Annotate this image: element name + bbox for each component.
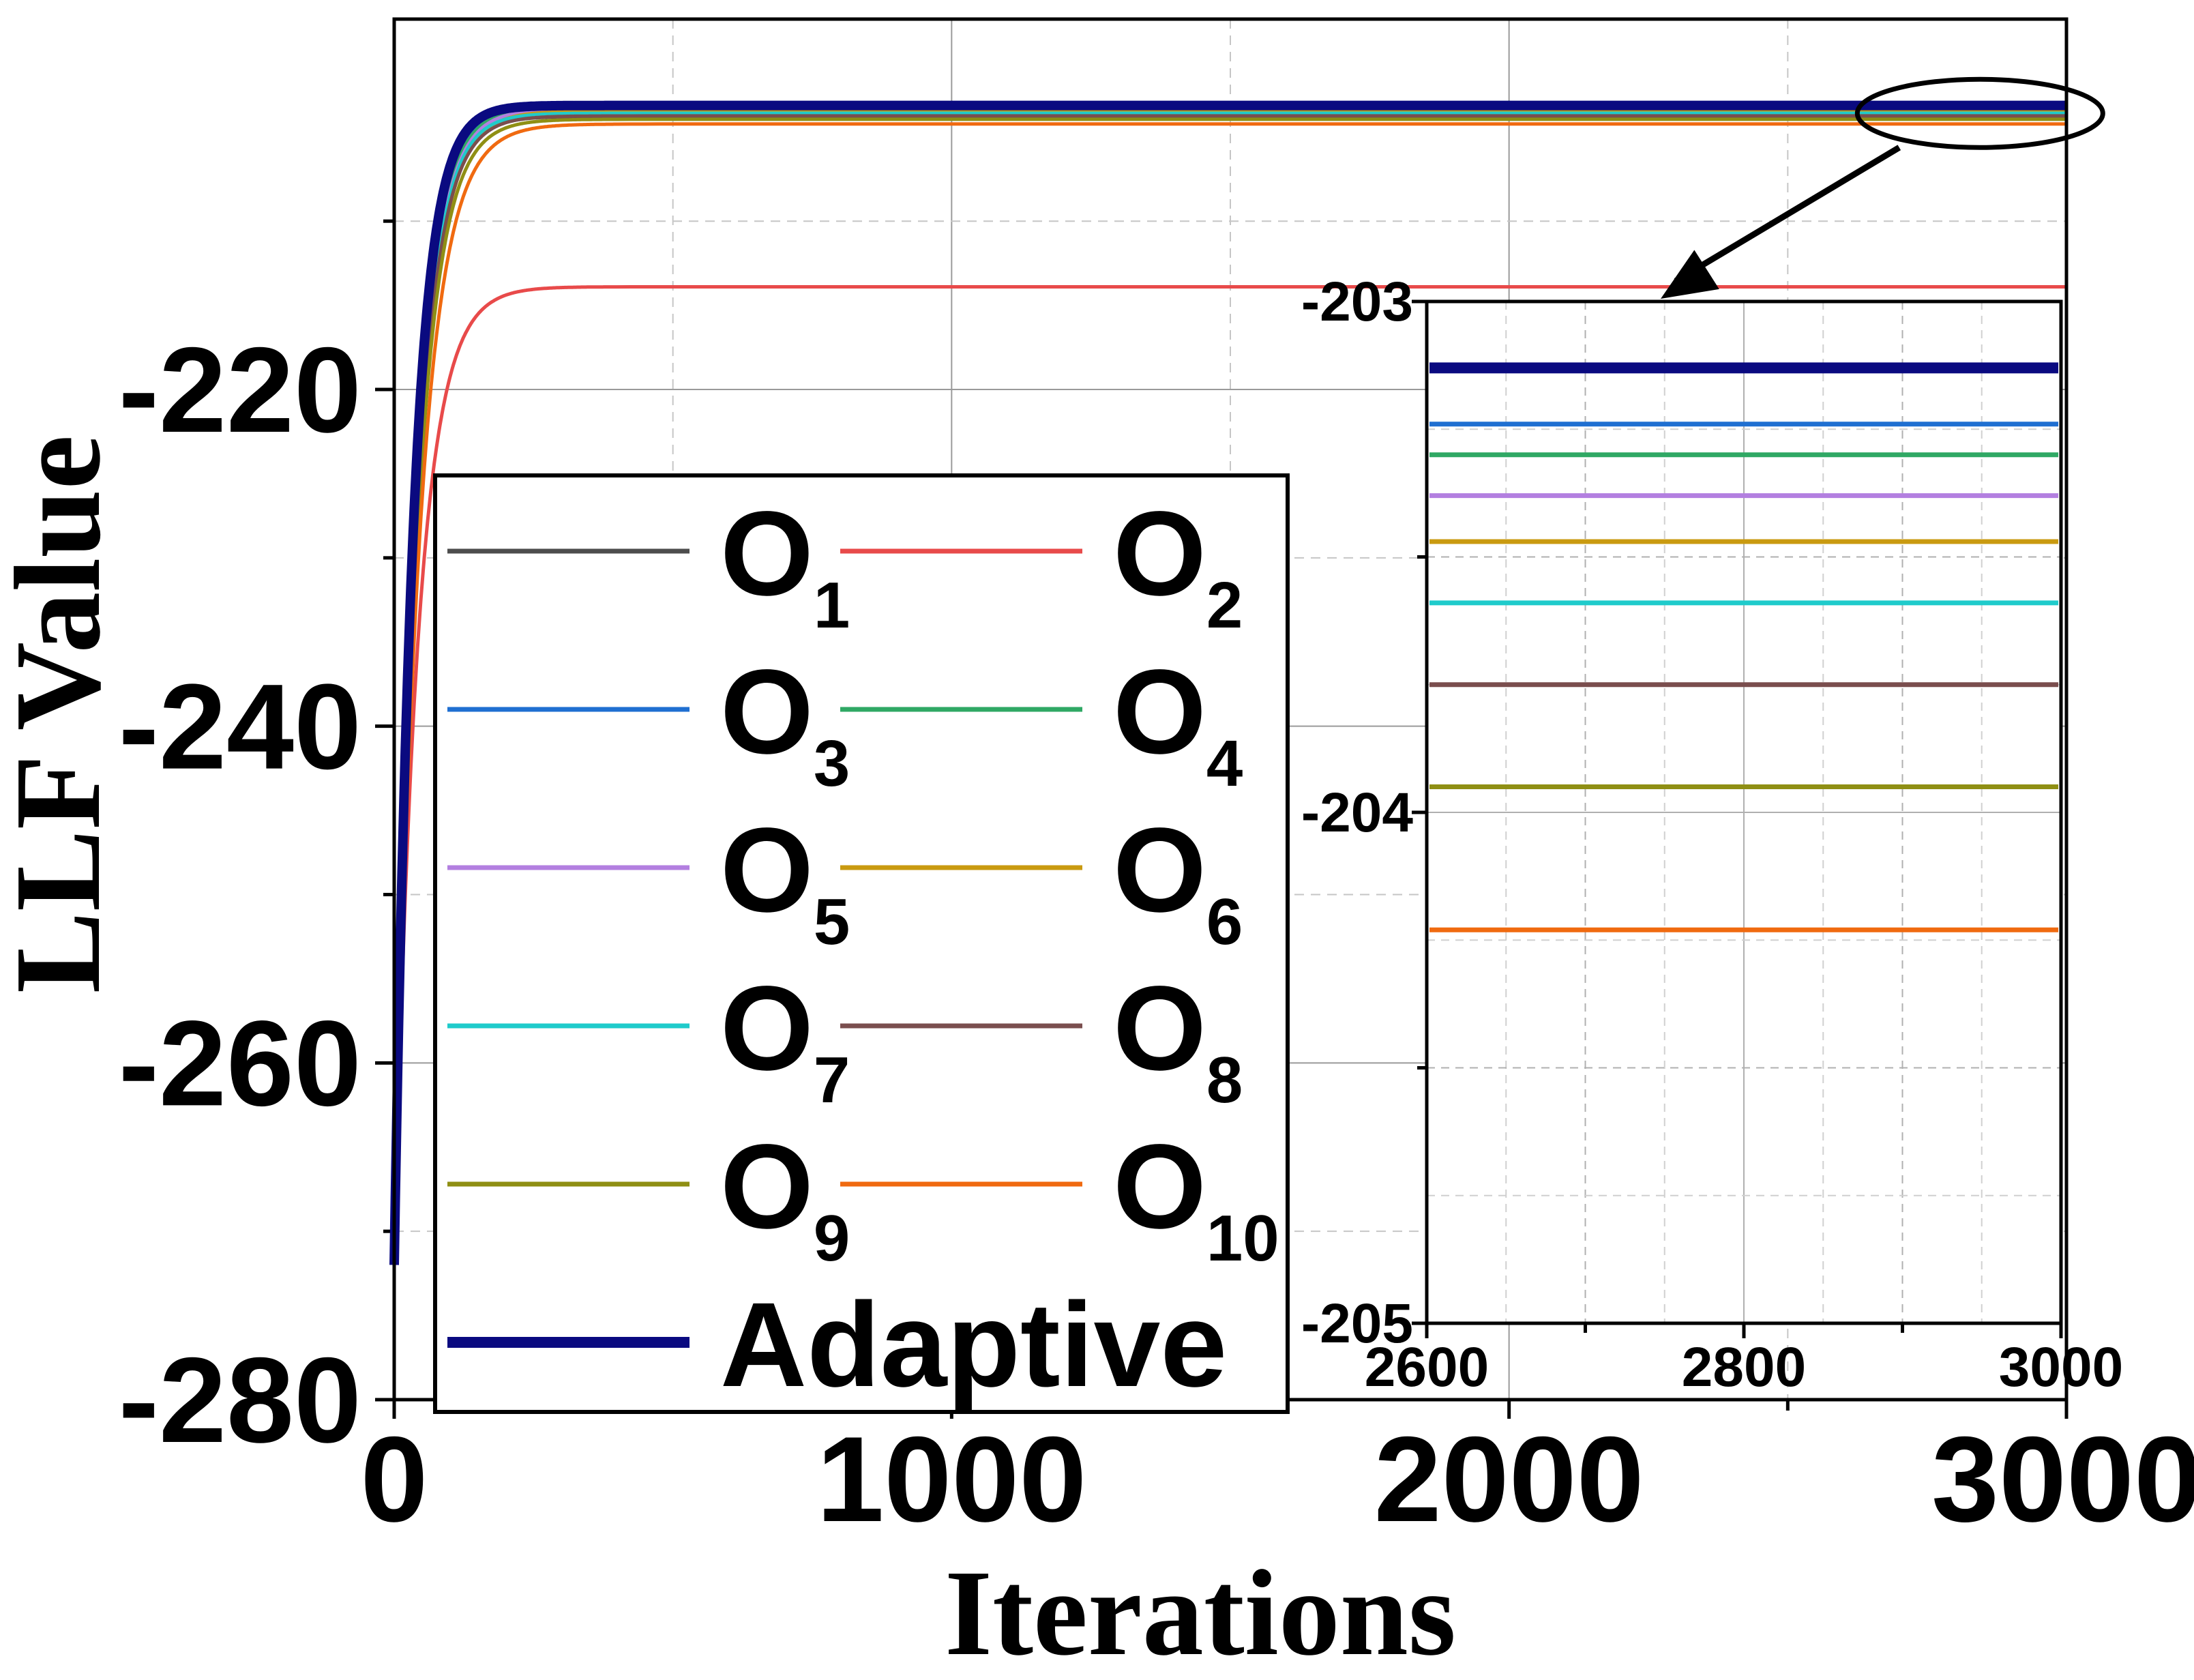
main-y-tick-label: -260	[119, 995, 361, 1131]
inset-plot-frame	[1425, 299, 2063, 1325]
main-y-tick-label: -280	[119, 1332, 361, 1468]
main-x-tick-label: 1000	[816, 1411, 1086, 1547]
main-series-lines	[389, 100, 2066, 1265]
main-series-line-adaptive	[389, 100, 2066, 1265]
legend-label-subscript: 2	[1206, 569, 1243, 642]
legend-label-subscript: 5	[814, 885, 850, 958]
legend-label-subscript: 4	[1206, 727, 1243, 800]
legend-label-subscript: 10	[1206, 1202, 1279, 1275]
legend-label-subscript: 6	[1206, 885, 1243, 958]
inset-y-tick-label: -205	[1301, 1293, 1413, 1355]
legend-box	[433, 473, 1290, 1414]
inset-series-lines	[1429, 362, 2058, 932]
legend-label-subscript: 3	[814, 727, 850, 800]
main-series-line-o8	[392, 114, 2066, 1265]
main-x-tick-labels: 0 1000 2000 3000	[361, 1411, 2194, 1547]
inset-y-tick-labels: -205 -204 -203	[1301, 271, 1414, 1355]
y-axis-label: LLF Value	[0, 435, 125, 994]
main-y-tick-label: -220	[119, 322, 361, 458]
main-series-line-o7	[392, 111, 2066, 1265]
zoom-marker	[1661, 76, 2105, 299]
inset-x-tick-label: 2600	[1365, 1336, 1489, 1398]
legend-item-adaptive: Adaptive	[447, 1278, 1227, 1412]
legend-label-subscript: 9	[814, 1202, 850, 1275]
main-y-tick-labels: -280 -260 -240 -220	[119, 322, 361, 1468]
main-x-tick-label: 0	[361, 1411, 428, 1547]
main-x-tick-label: 3000	[1931, 1411, 2194, 1547]
inset-x-tick-label: 3000	[1999, 1336, 2123, 1398]
zoom-ellipse	[1854, 76, 2105, 150]
main-series-line-o10	[392, 122, 2066, 1265]
main-series-line-o9	[392, 117, 2066, 1265]
inset-x-tick-labels: 2600 2800 3000	[1365, 1336, 2123, 1398]
inset-y-tick-label: -203	[1301, 271, 1413, 333]
legend-label-subscript: 7	[814, 1044, 850, 1117]
x-axis-label: Iterations	[945, 1545, 1456, 1680]
zoom-arrow-head	[1661, 250, 1719, 299]
legend-label-subscript: 1	[814, 569, 850, 642]
legend-label-subscript: 8	[1206, 1044, 1243, 1117]
zoom-inset: 2600 2800 3000 -205 -204 -203	[1301, 271, 2123, 1398]
inset-y-tick-label: -204	[1301, 782, 1414, 844]
legend-label: Adaptive	[720, 1278, 1227, 1412]
main-x-tick-label: 2000	[1374, 1411, 1644, 1547]
inset-grid	[1427, 301, 2061, 1323]
main-series-line-o2	[392, 285, 2066, 1265]
main-y-tick-label: -240	[119, 659, 361, 795]
inset-x-tick-label: 2800	[1682, 1336, 1806, 1398]
zoom-arrow-line	[1674, 145, 1901, 284]
